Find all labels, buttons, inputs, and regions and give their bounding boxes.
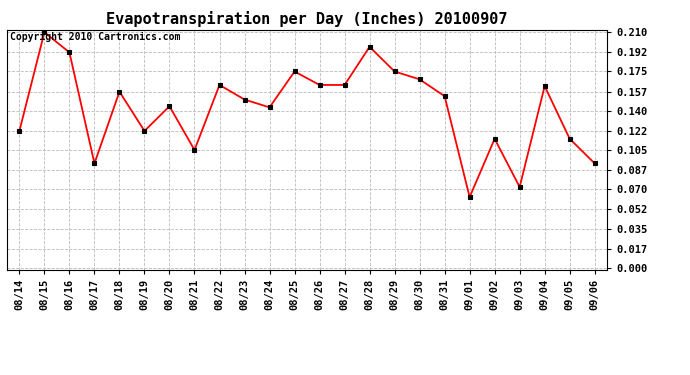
- Title: Evapotranspiration per Day (Inches) 20100907: Evapotranspiration per Day (Inches) 2010…: [106, 12, 508, 27]
- Text: Copyright 2010 Cartronics.com: Copyright 2010 Cartronics.com: [10, 32, 180, 42]
